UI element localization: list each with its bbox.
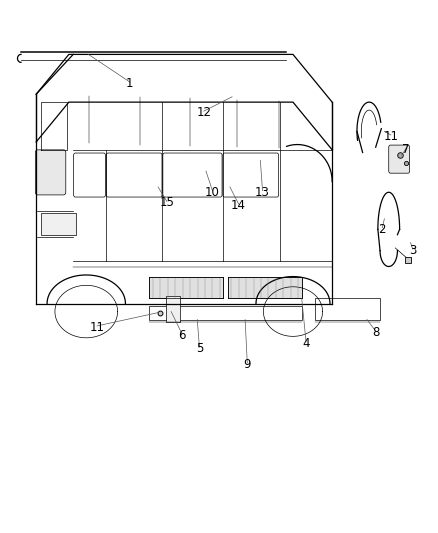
Text: 5: 5 <box>196 342 203 355</box>
Bar <box>315 298 380 319</box>
Bar <box>149 277 223 298</box>
Text: 3: 3 <box>409 244 417 257</box>
Text: 10: 10 <box>205 186 220 199</box>
Text: 2: 2 <box>378 223 386 236</box>
Bar <box>228 277 302 298</box>
Text: 9: 9 <box>244 358 251 371</box>
Text: 15: 15 <box>159 196 174 209</box>
Text: 4: 4 <box>302 337 310 350</box>
Text: 12: 12 <box>196 106 211 119</box>
Text: 11: 11 <box>90 321 105 334</box>
Bar <box>42 214 76 235</box>
Text: 14: 14 <box>231 199 246 212</box>
FancyBboxPatch shape <box>166 296 180 321</box>
Text: 13: 13 <box>255 186 270 199</box>
Text: 6: 6 <box>178 329 186 342</box>
FancyBboxPatch shape <box>35 150 66 195</box>
Text: 1: 1 <box>126 77 134 90</box>
Text: 8: 8 <box>372 326 379 340</box>
FancyBboxPatch shape <box>389 145 410 173</box>
Text: 7: 7 <box>403 143 410 156</box>
Bar <box>149 306 302 319</box>
Text: 11: 11 <box>383 130 399 143</box>
